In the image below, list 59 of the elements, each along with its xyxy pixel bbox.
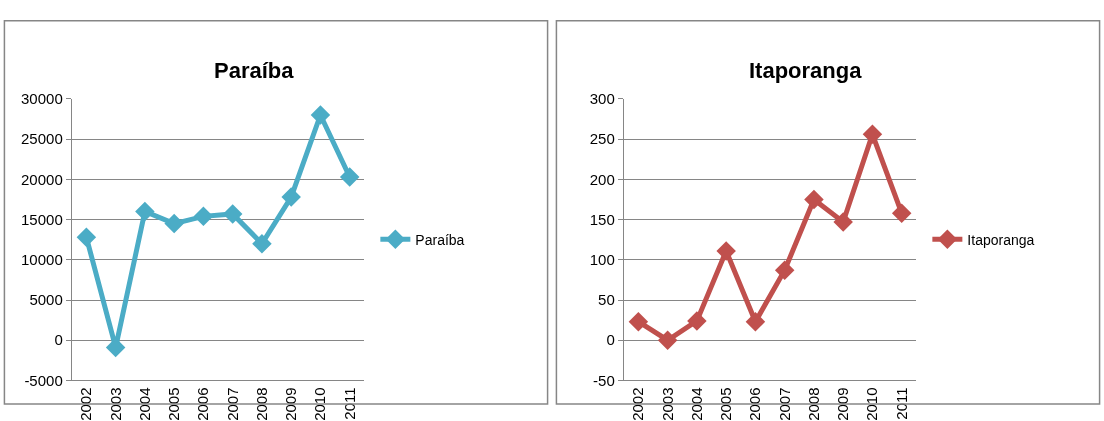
point [628, 311, 649, 332]
x-tick-label: 2008 [252, 387, 270, 421]
y-tick-label: 300 [589, 90, 615, 108]
x-tick-label: 2002 [77, 387, 95, 421]
point [164, 213, 184, 234]
y-tick-label: -5000 [24, 371, 63, 389]
y-tick-label: 50 [598, 291, 615, 309]
chart-title: Itaporanga [749, 58, 863, 83]
y-tick-label: 15000 [21, 210, 63, 228]
point [833, 212, 853, 232]
y-tick-label: 10000 [21, 251, 63, 269]
x-tick-label: 2005 [165, 387, 183, 421]
point [339, 167, 360, 187]
point [193, 206, 214, 227]
point [716, 241, 736, 261]
point [657, 330, 678, 350]
chart-title: Paraíba [214, 58, 295, 83]
x-tick-label: 2009 [834, 387, 852, 421]
x-tick-label: 2011 [892, 387, 910, 420]
point [222, 204, 243, 224]
x-tick-label: 2007 [223, 387, 241, 421]
x-tick-label: 2009 [282, 387, 300, 421]
legend-label: Paraíba [415, 231, 465, 248]
x-tick-label: 2005 [717, 387, 735, 421]
y-tick-label: 5000 [29, 291, 63, 309]
point [745, 311, 766, 332]
x-tick-label: 2010 [863, 387, 881, 421]
y-tick-label: 150 [589, 210, 615, 228]
point [310, 105, 331, 125]
point [76, 227, 97, 248]
point [252, 233, 272, 254]
x-tick-label: 2003 [106, 387, 124, 421]
x-tick-label: 2010 [311, 387, 329, 421]
x-tick-label: 2011 [340, 387, 358, 420]
x-tick-label: 2006 [194, 387, 212, 421]
x-tick-label: 2004 [135, 387, 153, 421]
x-tick-label: 2006 [746, 387, 764, 421]
x-tick-label: 2004 [687, 387, 705, 421]
point [687, 311, 707, 331]
point [135, 201, 155, 222]
x-tick-label: 2008 [804, 387, 822, 421]
y-tick-label: 0 [606, 331, 615, 349]
legend-label: Itaporanga [967, 231, 1035, 248]
x-tick-label: 2002 [629, 387, 647, 421]
y-tick-label: 25000 [21, 130, 63, 148]
y-tick-label: -50 [593, 371, 615, 389]
y-tick-label: 30000 [21, 90, 63, 108]
point [804, 189, 824, 210]
y-tick-label: 100 [589, 251, 615, 269]
y-tick-label: 0 [54, 331, 63, 349]
y-tick-label: 20000 [21, 170, 63, 188]
x-tick-label: 2003 [658, 387, 676, 421]
point [891, 203, 912, 223]
y-tick-label: 250 [589, 130, 615, 148]
point [862, 124, 883, 145]
x-tick-label: 2007 [775, 387, 793, 421]
point [281, 187, 301, 207]
y-tick-label: 200 [589, 170, 615, 188]
point [774, 260, 795, 281]
